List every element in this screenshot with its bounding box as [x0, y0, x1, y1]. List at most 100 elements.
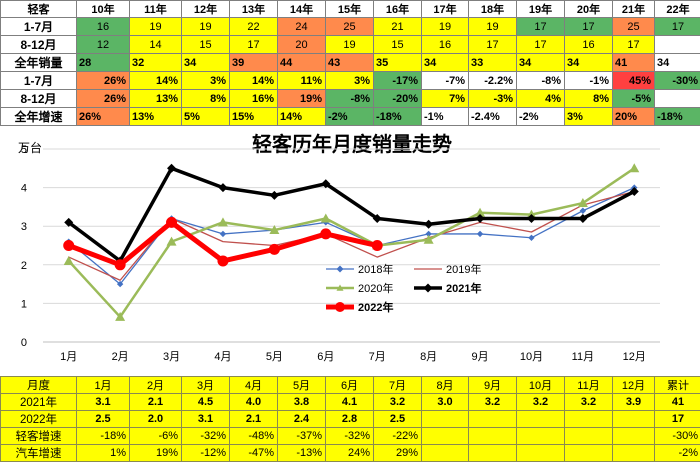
- legend-item: 2020年: [326, 281, 393, 295]
- growth-cell: -32%: [326, 428, 374, 445]
- sales-cell: [517, 411, 565, 428]
- growth-cell: -2%: [655, 445, 700, 462]
- sales-cell: 2.0: [130, 411, 182, 428]
- year-header: 17年: [422, 1, 469, 18]
- x-tick-label: 12月: [623, 351, 646, 363]
- row-label: 轻客增速: [1, 428, 77, 445]
- data-point: [220, 231, 226, 237]
- growth-cell: 26%: [77, 90, 130, 108]
- sales-cell: 20: [278, 36, 326, 54]
- data-point: [477, 231, 483, 237]
- growth-cell: 19%: [278, 90, 326, 108]
- sales-cell: 19: [326, 36, 374, 54]
- growth-cell: -1%: [565, 72, 613, 90]
- growth-cell: 19%: [130, 445, 182, 462]
- sales-cell: 12: [77, 36, 130, 54]
- growth-cell: -18%: [77, 428, 130, 445]
- growth-cell: [469, 428, 517, 445]
- data-point: [372, 240, 383, 251]
- data-point: [218, 183, 227, 192]
- x-tick-label: 10月: [520, 351, 543, 363]
- sales-cell: 2.4: [278, 411, 326, 428]
- legend-item: 2019年: [414, 262, 481, 276]
- sales-cell: 14: [130, 36, 182, 54]
- sales-cell: 17: [517, 36, 565, 54]
- growth-cell: 24%: [326, 445, 374, 462]
- sales-cell: [565, 411, 613, 428]
- row-label: 1-7月: [1, 72, 77, 90]
- x-tick-label: 11月: [572, 351, 594, 363]
- x-tick-label: 4月: [214, 351, 231, 363]
- sales-cell: 28: [77, 54, 130, 72]
- sales-cell: 2.8: [326, 411, 374, 428]
- legend-item: 2022年: [326, 300, 393, 314]
- sales-cell: 17: [565, 18, 613, 36]
- sales-cell: 34: [565, 54, 613, 72]
- growth-cell: -47%: [230, 445, 278, 462]
- sales-cell: 34: [655, 54, 700, 72]
- x-tick-label: 2月: [112, 351, 129, 363]
- column-header: 2月: [130, 377, 182, 394]
- sales-cell: 32: [130, 54, 182, 72]
- growth-cell: [613, 428, 655, 445]
- sales-cell: 2.1: [230, 411, 278, 428]
- column-header: 9月: [469, 377, 517, 394]
- sales-cell: 35: [374, 54, 422, 72]
- growth-cell: [565, 428, 613, 445]
- growth-cell: -22%: [374, 428, 422, 445]
- sales-cell: 16: [77, 18, 130, 36]
- growth-cell: 14%: [130, 72, 182, 90]
- growth-cell: -12%: [182, 445, 230, 462]
- year-header: 13年: [230, 1, 278, 18]
- growth-cell: -20%: [374, 90, 422, 108]
- x-tick-label: 7月: [369, 351, 386, 363]
- growth-cell: 8%: [565, 90, 613, 108]
- sales-cell: 3.1: [77, 394, 130, 411]
- sales-cell: 3.1: [182, 411, 230, 428]
- growth-cell: [565, 445, 613, 462]
- growth-cell: [517, 445, 565, 462]
- top-table-corner: 轻客: [1, 1, 77, 18]
- growth-cell: 26%: [77, 72, 130, 90]
- legend-item: 2021年: [414, 281, 481, 295]
- sales-cell: 15: [182, 36, 230, 54]
- sales-cell: 17: [613, 36, 655, 54]
- bottom-table-row: 轻客增速-18%-6%-32%-48%-37%-32%-22%-30%: [1, 428, 700, 445]
- growth-cell: -8%: [517, 72, 565, 90]
- growth-cell: -32%: [182, 428, 230, 445]
- growth-cell: 45%: [613, 72, 655, 90]
- column-header: 12月: [613, 377, 655, 394]
- year-header: 11年: [130, 1, 182, 18]
- year-header: 20年: [565, 1, 613, 18]
- sales-cell: 24: [278, 18, 326, 36]
- sales-cell: 34: [422, 54, 469, 72]
- year-header: 14年: [278, 1, 326, 18]
- growth-cell: 13%: [130, 90, 182, 108]
- row-label: 8-12月: [1, 36, 77, 54]
- sales-cell: [422, 411, 469, 428]
- growth-cell: 11%: [278, 72, 326, 90]
- growth-cell: 1%: [77, 445, 130, 462]
- sales-cell: 19: [182, 18, 230, 36]
- sales-cell: 43: [326, 54, 374, 72]
- y-tick-label: 2: [21, 260, 27, 272]
- sales-cell: 17: [469, 36, 517, 54]
- row-label: 2021年: [1, 394, 77, 411]
- growth-cell: 7%: [422, 90, 469, 108]
- y-tick-label: 4: [21, 183, 27, 195]
- sales-cell: [613, 411, 655, 428]
- sales-cell: 33: [469, 54, 517, 72]
- sales-cell: 19: [130, 18, 182, 36]
- sales-cell: 2.5: [374, 411, 422, 428]
- x-tick-label: 9月: [471, 351, 488, 363]
- sales-cell: 19: [469, 18, 517, 36]
